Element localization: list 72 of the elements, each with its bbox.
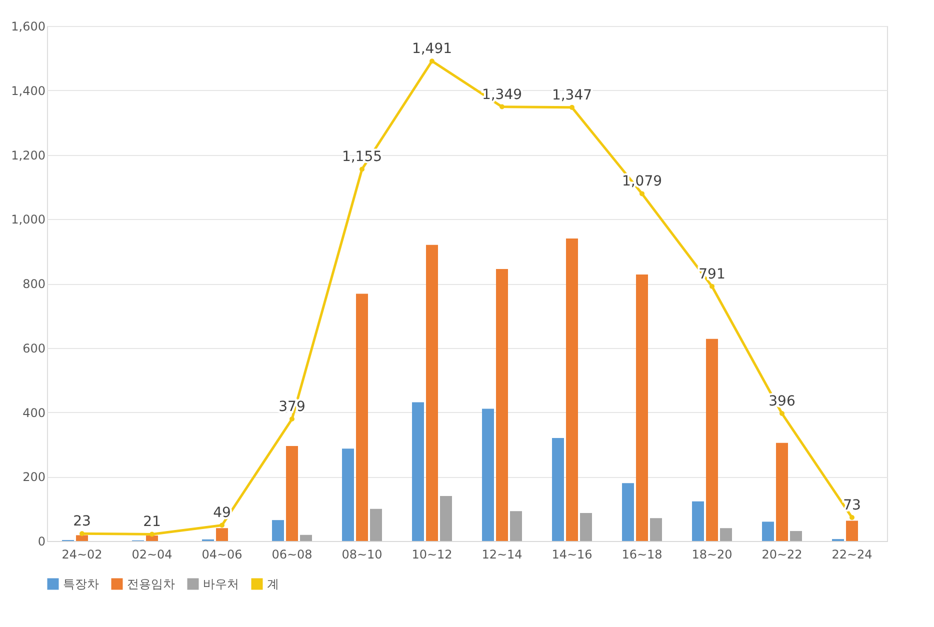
legend-label: 전용임차 — [127, 577, 175, 591]
y-tick-label: 800 — [22, 277, 46, 291]
data-label: 1,491 — [412, 41, 452, 58]
bar — [146, 536, 158, 541]
point — [500, 104, 504, 110]
bar — [650, 518, 662, 541]
legend-label: 바우처 — [203, 577, 239, 591]
bar — [342, 448, 354, 541]
bar — [720, 528, 732, 541]
bar — [482, 408, 494, 541]
bar — [846, 520, 858, 541]
point — [150, 532, 154, 537]
bar — [426, 244, 438, 541]
x-tick-label: 04~06 — [202, 548, 242, 562]
x-tick-label: 20~22 — [762, 548, 802, 562]
legend-label: 특장차 — [63, 577, 99, 591]
data-label: 1,347 — [552, 87, 592, 104]
x-tick-label: 14~16 — [552, 548, 592, 562]
data-label: 1,349 — [482, 86, 522, 103]
x-tick-label: 10~12 — [412, 548, 452, 562]
point — [570, 104, 574, 110]
bar — [776, 442, 788, 541]
x-tick-label: 18~20 — [692, 548, 732, 562]
x-tick-label: 08~10 — [342, 548, 382, 562]
bar — [412, 402, 424, 541]
bar — [566, 238, 578, 541]
bar — [286, 446, 298, 541]
point — [80, 531, 84, 536]
bar — [76, 535, 88, 541]
y-tick-label: 1,200 — [11, 148, 46, 162]
y-tick-label: 0 — [38, 534, 46, 548]
point — [710, 284, 714, 289]
data-label: 73 — [843, 498, 861, 514]
bar — [580, 512, 592, 541]
y-tick-label: 1,000 — [11, 212, 46, 227]
x-tick-label: 16~18 — [622, 548, 662, 562]
bar — [216, 528, 228, 541]
bar — [762, 522, 774, 541]
bar — [636, 274, 648, 541]
point — [220, 522, 224, 528]
y-tick-label: 1,400 — [11, 84, 46, 98]
bar — [692, 501, 704, 541]
y-tick-label: 400 — [22, 406, 46, 420]
point — [850, 515, 854, 520]
y-tick-label: 600 — [22, 341, 46, 356]
point — [780, 411, 784, 416]
bar — [622, 483, 634, 541]
bar — [370, 508, 382, 541]
point — [290, 416, 294, 422]
x-tick-label: 06~08 — [272, 548, 312, 562]
bar — [272, 520, 284, 541]
x-tick-label: 02~04 — [132, 548, 172, 562]
data-label: 49 — [213, 505, 231, 522]
x-tick-label: 24~02 — [62, 548, 102, 562]
y-tick-label: 200 — [22, 470, 46, 484]
point — [360, 166, 364, 172]
data-label: 23 — [73, 514, 91, 530]
bar — [300, 534, 312, 541]
bar — [790, 531, 802, 541]
bar — [356, 294, 368, 541]
legend-label: 계 — [267, 577, 279, 591]
bar — [706, 338, 718, 541]
bar — [552, 438, 564, 541]
point — [430, 58, 434, 64]
x-tick-label: 12~14 — [482, 548, 522, 562]
data-label: 21 — [143, 514, 161, 530]
point — [640, 191, 644, 196]
y-tick-label: 1,600 — [11, 20, 46, 34]
x-tick-label: 22~24 — [832, 548, 872, 562]
bar — [510, 511, 522, 541]
bar — [440, 496, 452, 541]
bar — [496, 269, 508, 541]
